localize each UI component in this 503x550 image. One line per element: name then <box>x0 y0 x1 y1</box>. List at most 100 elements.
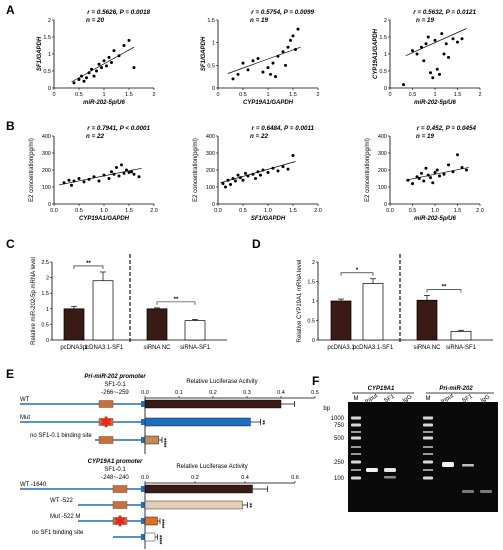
ladder-band <box>351 416 361 420</box>
y-tick-label: 400 <box>42 134 51 140</box>
data-point <box>281 165 285 169</box>
y-axis-label: Relative CYP19A1 mRNA level <box>297 260 303 343</box>
luciferase-box <box>141 419 145 425</box>
x-tick-label: 0.0 <box>214 208 222 214</box>
gel-lane-label: IgG <box>402 394 414 404</box>
data-point <box>429 71 432 75</box>
binding-site-name: SF1-0.1 <box>104 467 126 473</box>
data-point <box>102 59 106 63</box>
construct-label: Mut <box>20 415 30 421</box>
y-tick-label: 1.5 <box>43 35 51 41</box>
data-point <box>259 173 262 177</box>
regression-line <box>71 46 135 83</box>
data-point <box>266 66 270 70</box>
sf1-site-box <box>112 501 128 509</box>
bar <box>63 308 85 341</box>
panel-c-bar-chart: 0 0.5 1 1.5 2 2.5 Relative miR-202-5p mRNA lev… <box>31 254 227 351</box>
bar <box>92 280 114 341</box>
data-point <box>415 52 419 56</box>
sample-band <box>384 476 396 479</box>
data-point <box>117 174 121 178</box>
x-tick-label: 1.5 <box>289 92 297 98</box>
y-tick-label: 100 <box>378 185 387 191</box>
data-point <box>97 62 101 66</box>
data-point <box>442 52 446 56</box>
y-tick-label: 300 <box>42 151 51 157</box>
data-point <box>236 173 240 177</box>
category-label: pcDNA3.1 <box>327 345 355 351</box>
data-point <box>132 66 136 70</box>
y-tick-label: 0 <box>48 202 51 208</box>
data-point <box>122 44 126 47</box>
x-tick-label: 2.0 <box>476 208 484 214</box>
gel-group-label: CYP19A1 <box>368 386 395 392</box>
y-tick-label: 100 <box>206 185 215 191</box>
ladder-band <box>423 476 433 480</box>
ladder-band <box>423 416 433 420</box>
data-point <box>435 67 439 71</box>
data-point <box>107 177 111 180</box>
luciferase-bar <box>144 532 156 542</box>
panel-d-bar-chart: 0 0.5 1 1.5 2 Relative CYP19A1 mRNA level pcDN… <box>297 254 493 351</box>
data-point <box>431 76 435 80</box>
data-point <box>125 168 128 172</box>
bar <box>330 300 352 341</box>
data-point <box>112 49 116 53</box>
sf1-site-box <box>112 517 128 525</box>
data-point <box>82 79 86 83</box>
sample-band <box>366 468 378 472</box>
x-tick-label: 1.5 <box>125 208 133 214</box>
data-point <box>422 179 426 183</box>
sf1-site-box <box>98 400 114 408</box>
data-point <box>221 182 225 186</box>
scatter-plot-6: 0.0 0.5 1.0 1.5 2.0 0 100 200 300 400 r = 0.452, P… <box>365 125 484 222</box>
data-point <box>110 170 113 174</box>
data-point <box>402 83 405 87</box>
category-label: siRNA-SF1 <box>180 345 211 351</box>
construct-label: WT -1640 <box>20 482 47 488</box>
promoter-title: CYP19A1 promoter <box>88 459 143 465</box>
sig-mark: **** <box>158 519 164 529</box>
gel-lane-label: SF1 <box>461 393 474 404</box>
stat-r-p: r = 0.452, P = 0.0454 <box>417 125 477 132</box>
regression-line <box>405 167 469 181</box>
y-axis-label: SF1/GAPDH <box>37 36 43 71</box>
ladder-band <box>423 453 433 455</box>
x-axis-label: CYP19A1/GAPDH <box>243 100 294 106</box>
data-point <box>122 171 126 175</box>
panel-a-scatter-row: 0 0.5 1 1.5 2 0 0.5 1 1.5 2 r = 0.5626, P = 0.0018… <box>37 9 482 106</box>
category-label: pcDNA3.1-SF1 <box>83 345 124 351</box>
data-point <box>286 45 290 49</box>
y-tick-label: 300 <box>206 151 215 157</box>
sample-band <box>384 468 396 472</box>
data-point <box>266 171 270 175</box>
data-point <box>251 59 255 63</box>
data-point <box>286 167 290 171</box>
stat-r-p: r = 0.7941, P < 0.0001 <box>87 125 150 132</box>
x-tick-label: 2 <box>478 92 481 98</box>
stat-n: n = 22 <box>86 133 105 140</box>
panel-label-c: C <box>6 237 15 251</box>
data-point <box>424 166 428 170</box>
data-point <box>229 182 232 186</box>
x-tick-label: 1.0 <box>100 208 108 214</box>
data-point <box>274 75 277 79</box>
y-tick-label: 2 <box>46 276 49 282</box>
gel-lane-label: M <box>426 396 431 402</box>
data-point <box>411 49 414 53</box>
data-point <box>438 72 441 76</box>
category-label: pcDNA3.1 <box>60 345 88 351</box>
data-point <box>440 32 444 36</box>
data-point <box>284 63 287 67</box>
y-tick-label: 2 <box>48 18 51 24</box>
x-tick-label: 1 <box>433 92 436 98</box>
category-label: siRNA NC <box>143 345 171 351</box>
y-tick-label: 0.5 <box>41 322 49 328</box>
scatter-plot-4: 0.0 0.5 1.0 1.5 2.0 0 100 200 300 400 r = 0.7941, … <box>29 125 158 222</box>
construct-label: Mut -522 M <box>50 514 80 520</box>
y-axis-label: Relative miR-202-5p mRNA level <box>31 257 37 345</box>
stat-n: n = 22 <box>250 133 269 140</box>
mutation-mark: ✱ <box>100 414 112 430</box>
category-label: siRNA-SF1 <box>446 345 477 351</box>
gel-lane-label: SF1 <box>383 393 396 404</box>
